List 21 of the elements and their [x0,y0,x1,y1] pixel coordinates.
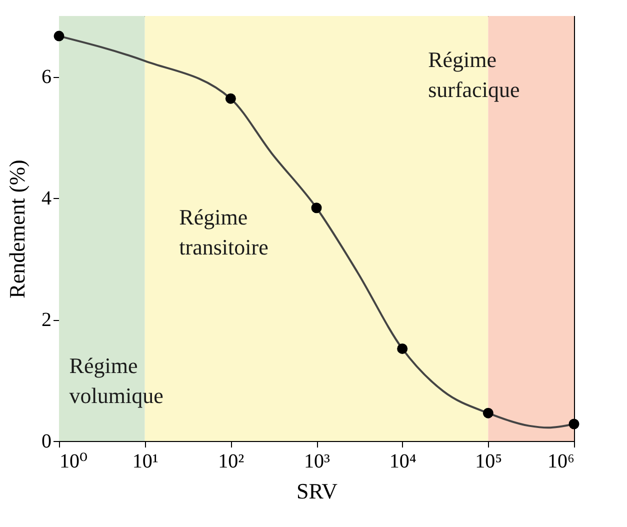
point [311,202,322,214]
x-tick-label: 10⁶ [548,450,575,472]
y-tick-label: 4 [42,188,52,210]
point [397,343,408,354]
x-tick-label: 10⁰ [60,450,88,472]
band-label: Régime volumique [69,353,164,408]
x-tick-label: 10⁵ [475,450,502,472]
y-axis-title: Rendement (%) [4,160,30,298]
x-axis-title: SRV [296,478,338,504]
point [568,418,580,430]
x-tick-label: 10⁴ [389,450,416,472]
x-tick-label: 10³ [304,450,330,472]
y-tick-label: 6 [42,66,52,88]
y-tick-label: 2 [42,309,52,332]
point [225,93,236,104]
band-label: Régime surfacique [428,47,520,102]
band-label: Régime transitoire [179,204,268,260]
x-tick-label: 10² [218,450,244,472]
y-tick-label: 0 [42,430,52,452]
point [482,408,494,418]
x-tick-label: 10¹ [132,450,158,472]
